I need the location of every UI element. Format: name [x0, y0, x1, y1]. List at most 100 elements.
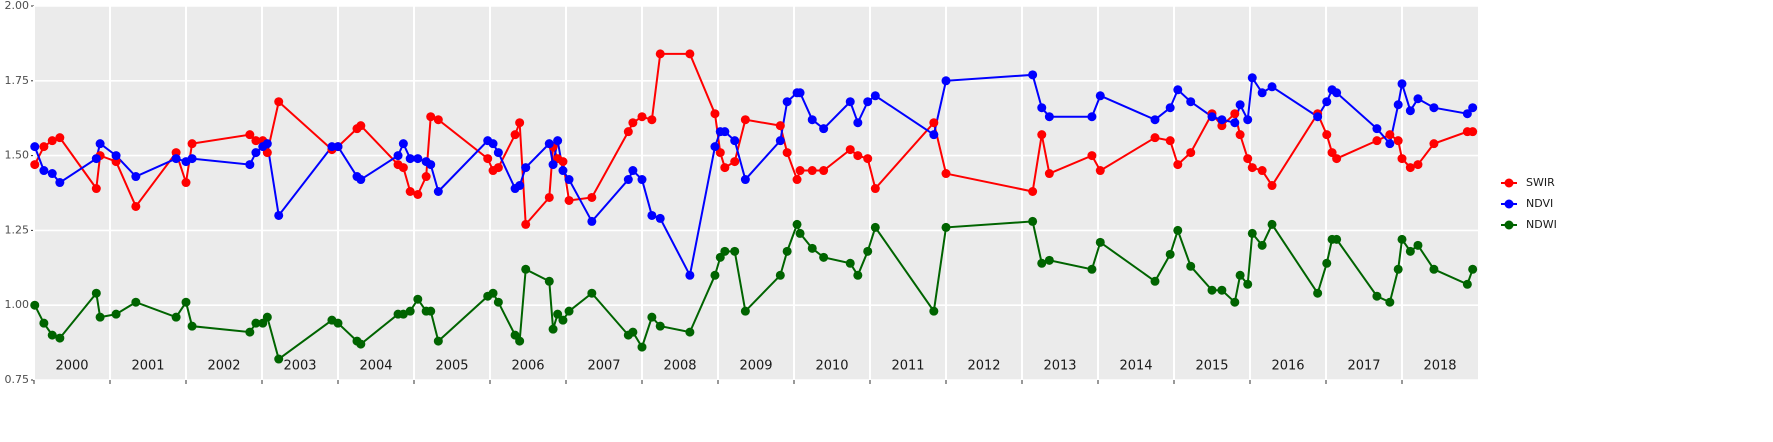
- data-point: [131, 297, 141, 307]
- data-point: [413, 154, 423, 164]
- data-point: [637, 175, 647, 185]
- data-point: [39, 318, 49, 328]
- data-point: [1186, 97, 1196, 107]
- data-point: [521, 219, 531, 229]
- data-point: [356, 121, 366, 131]
- data-point: [564, 306, 574, 316]
- data-point: [1322, 130, 1332, 140]
- data-point: [181, 178, 191, 188]
- x-tick-label: 2014: [1119, 359, 1152, 374]
- data-point: [558, 166, 568, 176]
- data-point: [863, 97, 873, 107]
- data-point: [1230, 109, 1240, 119]
- data-point: [510, 130, 520, 140]
- data-point: [433, 115, 443, 125]
- data-point: [544, 192, 554, 202]
- data-point: [628, 166, 638, 176]
- x-tick-label: 2000: [55, 359, 88, 374]
- data-point: [647, 210, 657, 220]
- data-point: [553, 309, 563, 319]
- x-tick-label: 2018: [1423, 359, 1456, 374]
- data-point: [655, 49, 665, 59]
- data-point: [171, 312, 181, 322]
- data-point: [1173, 225, 1183, 235]
- y-tick-label: 1.50: [5, 149, 30, 162]
- y-tick-label: 1.00: [5, 298, 30, 311]
- data-point: [274, 97, 284, 107]
- data-point: [558, 315, 568, 325]
- data-point: [91, 288, 101, 298]
- data-point: [740, 306, 750, 316]
- data-point: [111, 309, 121, 319]
- data-point: [720, 246, 730, 256]
- data-point: [187, 321, 197, 331]
- data-point: [819, 252, 829, 262]
- x-tick-label: 2007: [587, 359, 620, 374]
- data-point: [548, 324, 558, 334]
- data-point: [845, 258, 855, 268]
- data-point: [1087, 264, 1097, 274]
- data-point: [1186, 148, 1196, 158]
- data-point: [55, 333, 65, 343]
- data-point: [1173, 160, 1183, 170]
- data-point: [941, 169, 951, 179]
- data-point: [1468, 264, 1478, 274]
- data-point: [1393, 136, 1403, 146]
- data-point: [1462, 279, 1472, 289]
- data-point: [515, 118, 525, 128]
- data-point: [493, 297, 503, 307]
- data-point: [1267, 82, 1277, 92]
- x-tick-label: 2015: [1195, 359, 1228, 374]
- data-point: [1207, 112, 1217, 122]
- x-tick-label: 2011: [891, 359, 924, 374]
- data-point: [564, 175, 574, 185]
- data-point: [1468, 127, 1478, 137]
- data-point: [356, 339, 366, 349]
- data-point: [1332, 234, 1342, 244]
- data-point: [1397, 154, 1407, 164]
- data-point: [488, 288, 498, 298]
- data-point: [91, 154, 101, 164]
- data-point: [775, 121, 785, 131]
- data-point: [730, 157, 740, 167]
- data-point: [1217, 115, 1227, 125]
- data-point: [720, 163, 730, 173]
- data-point: [870, 222, 880, 232]
- data-point: [433, 336, 443, 346]
- data-point: [30, 300, 40, 310]
- data-point: [1028, 216, 1038, 226]
- data-point: [1372, 291, 1382, 301]
- data-point: [95, 312, 105, 322]
- data-point: [91, 184, 101, 194]
- data-point: [792, 219, 802, 229]
- data-point: [775, 136, 785, 146]
- x-tick-label: 2012: [967, 359, 1000, 374]
- data-point: [795, 228, 805, 238]
- data-point: [131, 201, 141, 211]
- data-point: [1028, 187, 1038, 197]
- data-point: [544, 139, 554, 149]
- data-point: [1087, 112, 1097, 122]
- data-point: [853, 270, 863, 280]
- legend-label: NDVI: [1526, 197, 1553, 210]
- data-point: [1257, 240, 1267, 250]
- data-point: [1095, 91, 1105, 101]
- x-tick-label: 2016: [1271, 359, 1304, 374]
- data-point: [171, 154, 181, 164]
- data-point: [333, 318, 343, 328]
- data-point: [710, 142, 720, 152]
- data-point: [1165, 249, 1175, 259]
- data-point: [587, 192, 597, 202]
- data-point: [426, 112, 436, 122]
- data-point: [111, 151, 121, 161]
- data-point: [775, 270, 785, 280]
- data-point: [1247, 73, 1257, 83]
- data-point: [1243, 154, 1253, 164]
- data-point: [1150, 133, 1160, 143]
- data-point: [47, 330, 57, 340]
- x-tick-label: 2009: [739, 359, 772, 374]
- data-point: [1393, 100, 1403, 110]
- data-point: [413, 294, 423, 304]
- data-point: [1044, 255, 1054, 265]
- data-point: [795, 166, 805, 176]
